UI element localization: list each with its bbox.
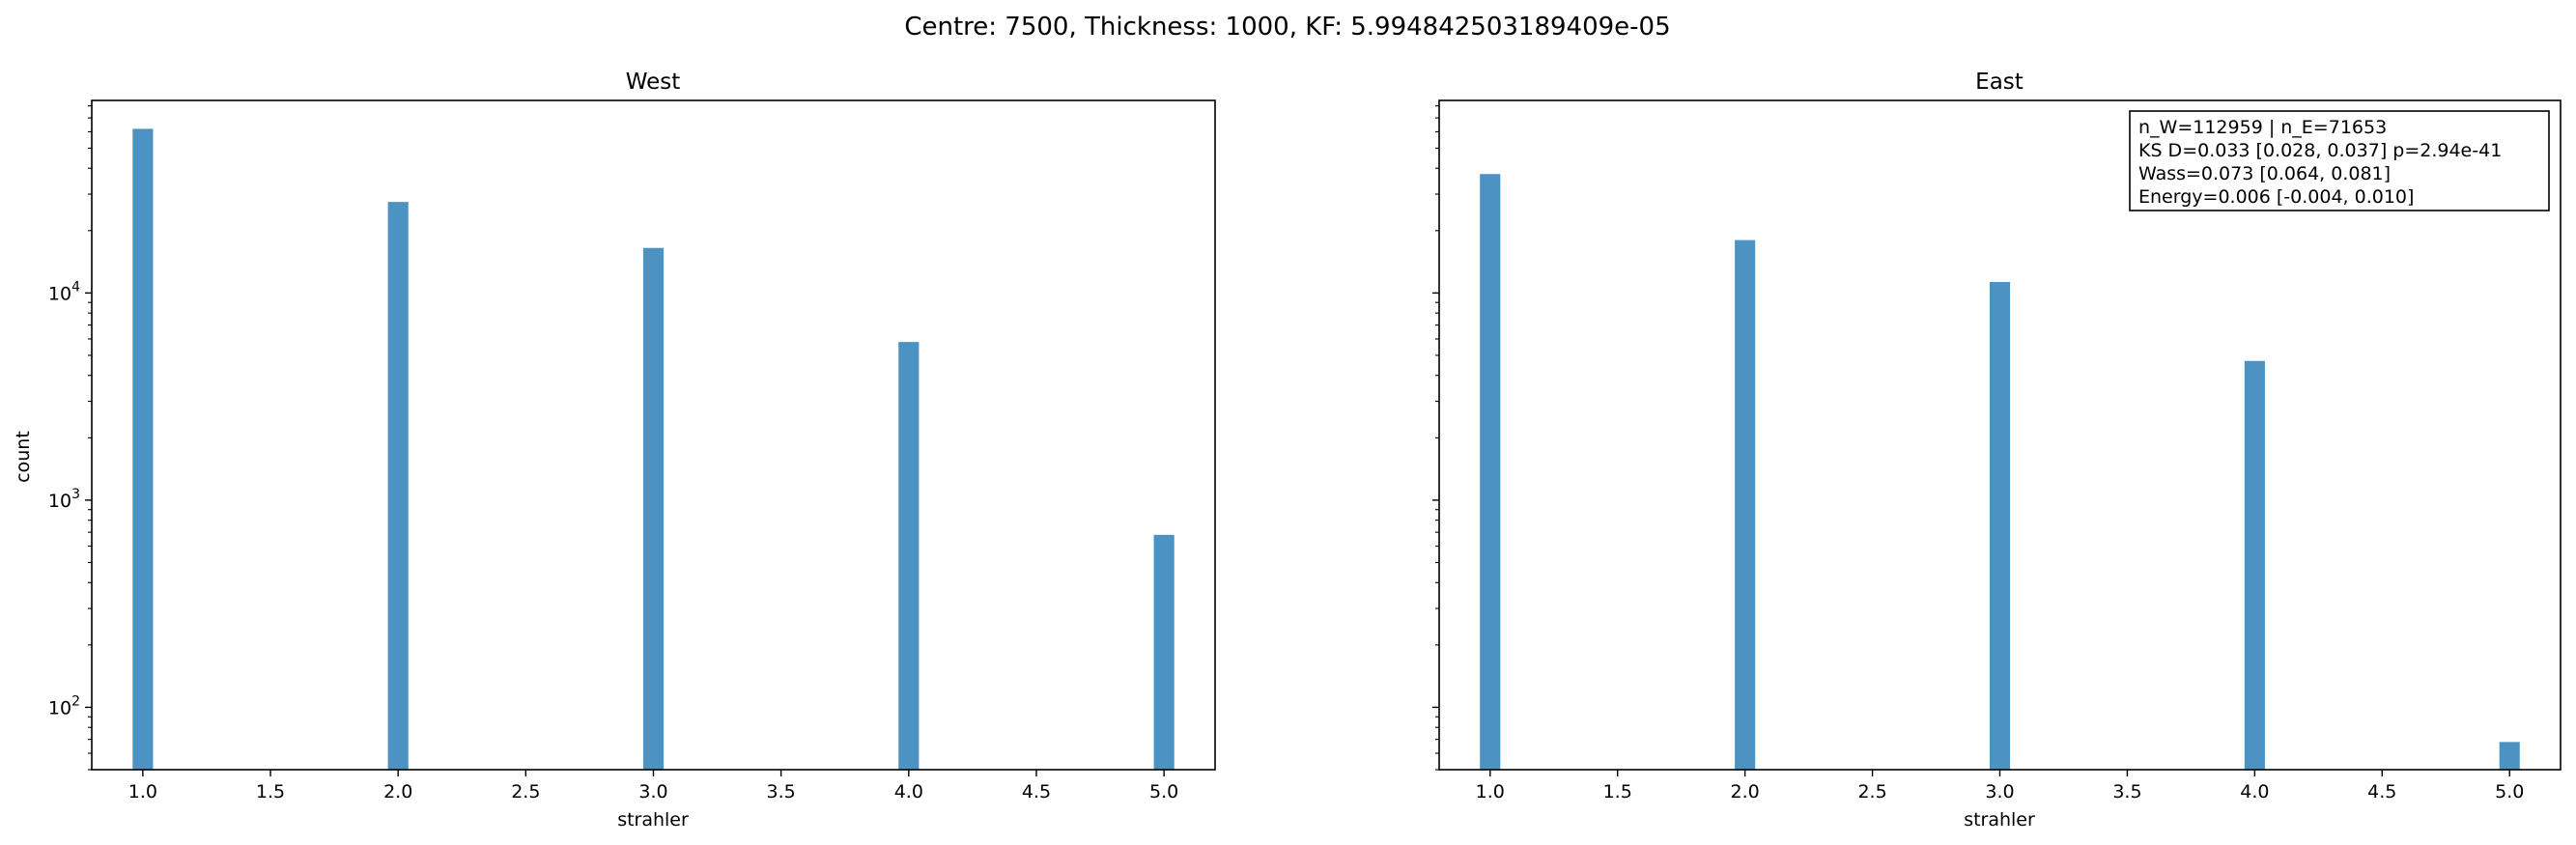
x-tick-label: 4.5	[2367, 781, 2396, 803]
stats-line: Energy=0.006 [-0.004, 0.010]	[2138, 186, 2414, 208]
stats-box-frame	[2129, 110, 2550, 211]
x-tick-label: 4.5	[1022, 781, 1051, 803]
x-tick-label: 4.0	[894, 781, 923, 803]
west-panel-title: West	[626, 70, 681, 95]
stats-annotation-box: n_W=112959 | n_E=71653 KS D=0.033 [0.028…	[2129, 110, 2550, 211]
east-bar	[1480, 174, 1501, 770]
x-tick-label: 5.0	[1149, 781, 1178, 803]
x-tick-label: 2.0	[1731, 781, 1760, 803]
west-panel: West 1.0 1.5 2.0 2.5 3.0 3.5 4.0 4.5 5.0 102 103 10…	[13, 70, 1216, 831]
west-bar	[898, 342, 920, 770]
west-axes: 1.0 1.5 2.0 2.5 3.0 3.5 4.0 4.5 5.0 102 103 104	[48, 99, 1216, 803]
x-tick-label: 5.0	[2495, 781, 2524, 803]
west-bar	[642, 247, 665, 770]
west-bars	[132, 128, 1175, 771]
west-bar	[387, 202, 409, 771]
stats-line: Wass=0.073 [0.064, 0.081]	[2138, 163, 2391, 184]
east-bars	[1480, 174, 2520, 770]
x-tick-label: 4.0	[2240, 781, 2269, 803]
east-panel: East 1.0 1.5 2.0 2.5 3.0 3.5 4.0 4.5 5.0 strahle…	[1432, 70, 2562, 831]
east-x-axis-label: strahler	[1964, 809, 2035, 831]
east-panel-title: East	[1975, 70, 2024, 95]
east-bar	[1735, 239, 1756, 770]
x-tick-label: 2.5	[1857, 781, 1886, 803]
x-tick-label: 1.0	[1476, 781, 1505, 803]
stats-line: n_W=112959 | n_E=71653	[2138, 117, 2387, 138]
west-bar	[132, 128, 154, 770]
x-tick-label: 3.0	[1985, 781, 2014, 803]
stats-line: KS D=0.033 [0.028, 0.037] p=2.94e-41	[2138, 140, 2502, 161]
x-tick-label: 1.5	[1603, 781, 1632, 803]
y-tick-label: 103	[48, 487, 80, 512]
x-tick-label: 2.5	[511, 781, 540, 803]
x-tick-label: 2.0	[383, 781, 412, 803]
y-tick-label: 104	[48, 279, 80, 304]
x-tick-label: 3.5	[2112, 781, 2141, 803]
figure-suptitle: Centre: 7500, Thickness: 1000, KF: 5.994…	[904, 13, 1670, 42]
x-tick-label: 3.5	[767, 781, 796, 803]
x-tick-label: 3.0	[638, 781, 667, 803]
y-axis-label: count	[13, 431, 34, 483]
east-axes: 1.0 1.5 2.0 2.5 3.0 3.5 4.0 4.5 5.0	[1432, 99, 2562, 803]
east-bar	[2244, 360, 2265, 770]
west-bar	[1153, 534, 1175, 770]
east-bar	[2499, 742, 2520, 770]
east-bar	[1989, 281, 2011, 770]
west-x-axis-label: strahler	[617, 809, 689, 831]
x-tick-label: 1.5	[256, 781, 285, 803]
x-tick-label: 1.0	[128, 781, 157, 803]
y-tick-label: 102	[48, 693, 80, 718]
